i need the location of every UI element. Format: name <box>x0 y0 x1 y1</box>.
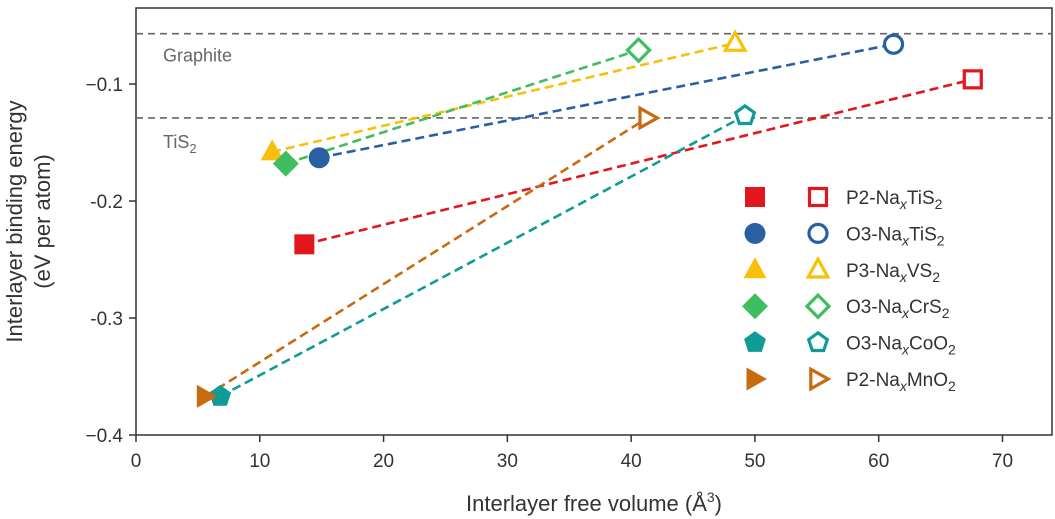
plot-area <box>135 7 1053 436</box>
legend-marker-filled <box>743 257 767 279</box>
legend-marker-filled <box>744 331 766 352</box>
data-point-filled <box>209 384 232 406</box>
legend-label: P3-NaxVS2 <box>846 261 940 285</box>
x-tick-label: 10 <box>249 451 270 472</box>
data-point-open <box>882 33 905 55</box>
legend-entry: P2-NaxTiS2 <box>745 186 943 212</box>
data-point-filled <box>308 147 330 169</box>
legend-marker-filled <box>746 367 767 391</box>
series-markers <box>196 29 983 408</box>
x-tick-label: 70 <box>992 451 1013 472</box>
x-tick-label: 30 <box>497 451 518 472</box>
legend-marker-open <box>804 292 832 320</box>
y-tick-label: -0.2 <box>90 192 123 213</box>
legend-entry: P2-NaxMnO2 <box>746 366 956 394</box>
legend-label: P2-NaxTiS2 <box>846 188 943 212</box>
reference-lines: Graphite TiS2 <box>136 32 1052 156</box>
legend: P2-NaxTiS2 O3-NaxTiS2 P3-NaxVS2 O3-NaxCrS2 O… <box>742 186 956 394</box>
x-tick-label: 40 <box>621 451 642 472</box>
y-axis-title: Interlayer binding energy (eV per atom) <box>2 100 55 342</box>
y-tick-label: −0.4 <box>85 426 123 447</box>
y-axis-title-line: (eV per atom) <box>30 154 55 289</box>
series-connector <box>304 78 974 246</box>
series-connectors <box>204 41 974 398</box>
legend-label: O3-NaxTiS2 <box>846 224 945 248</box>
y-axis-title-line: Interlayer binding energy <box>2 100 27 342</box>
data-point-open <box>625 36 652 64</box>
legend-entry: O3-NaxCoO2 <box>744 330 956 358</box>
data-point-filled <box>272 150 299 177</box>
legend-marker-filled <box>745 187 765 207</box>
legend-label: O3-NaxCrS2 <box>846 297 950 321</box>
legend-label: P2-NaxMnO2 <box>846 370 956 394</box>
data-point-filled <box>196 384 218 408</box>
legend-marker-open <box>805 255 831 279</box>
series-connector <box>219 114 746 398</box>
reference-line-label: TiS2 <box>163 132 197 156</box>
data-point-filled <box>294 234 315 255</box>
series-connector <box>204 116 648 398</box>
series-connector <box>285 48 639 165</box>
legend-entry: O3-NaxCrS2 <box>742 292 950 321</box>
legend-marker-open <box>809 366 832 392</box>
legend-entry: P3-NaxVS2 <box>743 255 940 285</box>
x-axis: 0 10 20 30 40 50 60 70 <box>131 435 1013 472</box>
x-tick-label: 0 <box>131 451 142 472</box>
legend-marker-open <box>807 222 829 244</box>
series-connector <box>271 41 736 154</box>
legend-marker-filled <box>742 293 768 320</box>
legend-marker-open <box>807 186 829 208</box>
legend-marker-open <box>806 330 830 353</box>
data-point-open <box>638 105 661 131</box>
legend-marker-filled <box>744 222 766 244</box>
y-axis: −0.4 -0.3 -0.2 −0.1 <box>85 75 136 447</box>
y-tick-label: −0.1 <box>85 75 123 96</box>
y-tick-label: -0.3 <box>90 309 123 330</box>
x-tick-label: 20 <box>373 451 394 472</box>
plot-frame <box>135 7 1053 436</box>
x-tick-label: 50 <box>744 451 765 472</box>
data-point-open <box>722 29 748 52</box>
x-tick-label: 60 <box>868 451 889 472</box>
data-point-filled <box>260 139 284 161</box>
data-point-open <box>733 103 757 126</box>
data-point-open <box>962 69 983 90</box>
legend-label: O3-NaxCoO2 <box>846 334 956 358</box>
legend-entry: O3-NaxTiS2 <box>744 222 945 248</box>
reference-line-label: Graphite <box>163 46 232 66</box>
x-axis-title: Interlayer free volume (Å3) <box>466 489 722 516</box>
